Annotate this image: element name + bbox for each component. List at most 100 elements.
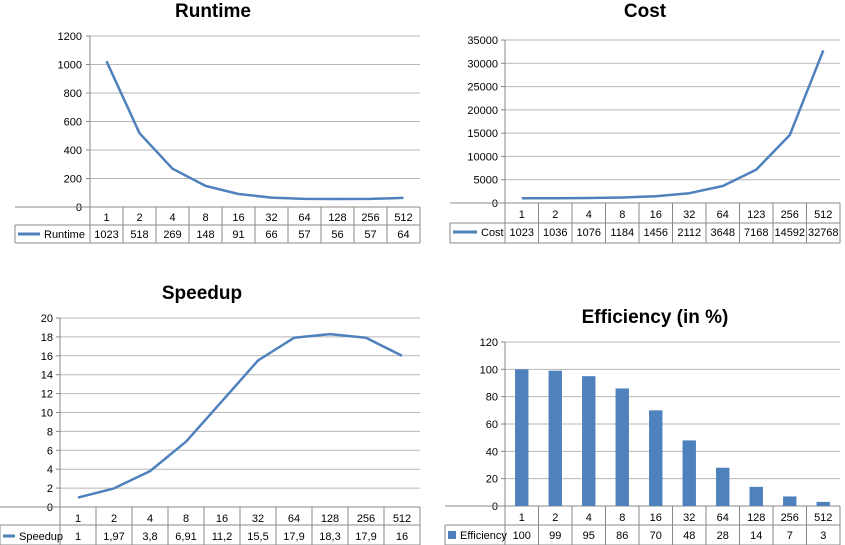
y-tick-label: 60: [486, 419, 498, 431]
data-table: 1 1 2 1,97 4 3,8 8 6,91 16 11,2 32 15,5 64 17,9 128 18,…: [0, 506, 421, 545]
x-tick-label: 512: [814, 512, 832, 524]
y-tick-label: 2: [47, 483, 53, 495]
data-label: 1456: [644, 227, 668, 239]
data-label: 100: [513, 530, 531, 542]
data-label: 28: [717, 530, 729, 542]
x-tick-label: 8: [183, 513, 189, 525]
data-label: 48: [683, 530, 695, 542]
data-label: 518: [130, 229, 148, 241]
bar: [582, 376, 596, 506]
x-tick-label: 128: [321, 513, 339, 525]
y-tick-label: 35000: [467, 35, 498, 47]
x-tick-label: 32: [265, 212, 277, 224]
y-tick-label: 0: [492, 501, 498, 513]
data-label: 3: [820, 530, 826, 542]
data-table: 1 1023 2 518 4 269 8 148 16 91 32 66 64 57 128 56 256 57 5…: [14, 206, 421, 244]
x-tick-label: 256: [781, 209, 799, 221]
x-tick-label: 1: [519, 512, 525, 524]
data-label: 99: [549, 530, 561, 542]
y-tick-label: 20: [41, 313, 53, 325]
data-label: 1076: [577, 227, 601, 239]
chart-title: Speedup: [162, 283, 242, 304]
data-table: 1 100 2 99 4 95 8 86 16 70 32 48 64 28 128 14 256 7 512 3 Ef…: [444, 505, 841, 545]
x-tick-label: 512: [394, 212, 412, 224]
data-label: 1,97: [103, 531, 124, 543]
x-tick-label: 512: [814, 209, 832, 221]
x-tick-label: 64: [288, 513, 300, 525]
x-tick-label: 32: [683, 512, 695, 524]
y-tick-label: 0: [47, 502, 53, 514]
x-tick-label: 2: [136, 212, 142, 224]
legend-label: Speedup: [19, 531, 63, 543]
x-tick-label: 16: [232, 212, 244, 224]
data-label: 57: [364, 229, 376, 241]
series-line: [105, 60, 404, 201]
y-tick-label: 30000: [467, 58, 498, 70]
x-tick-label: 8: [619, 512, 625, 524]
y-tick-label: 14: [41, 370, 53, 382]
x-tick-label: 256: [781, 512, 799, 524]
x-tick-label: 64: [717, 209, 729, 221]
x-tick-label: 256: [361, 212, 379, 224]
data-label: 3,8: [142, 531, 157, 543]
y-tick-label: 6: [47, 445, 53, 457]
x-tick-label: 4: [586, 209, 592, 221]
bar: [682, 440, 696, 506]
x-tick-label: 8: [619, 209, 625, 221]
y-tick-label: 200: [64, 174, 82, 186]
data-label: 91: [232, 229, 244, 241]
data-label: 1023: [510, 227, 534, 239]
x-tick-label: 32: [683, 209, 695, 221]
x-tick-label: 2: [552, 209, 558, 221]
data-label: 7168: [744, 227, 768, 239]
legend-key: [448, 531, 456, 539]
y-tick-label: 100: [480, 364, 498, 376]
data-label: 17,9: [355, 531, 376, 543]
x-tick-label: 512: [393, 513, 411, 525]
data-label: 11,2: [212, 531, 233, 543]
x-tick-label: 2: [552, 512, 558, 524]
series-line: [521, 49, 825, 200]
chart-panel-3: Speedup024681012141618201121,9743,886,91…: [0, 283, 421, 545]
bar: [548, 370, 562, 506]
x-tick-label: 128: [747, 512, 765, 524]
x-tick-label: 1: [75, 513, 81, 525]
x-tick-label: 128: [328, 212, 346, 224]
data-label: 148: [196, 229, 214, 241]
bar: [649, 410, 663, 506]
data-label: 269: [163, 229, 181, 241]
x-tick-label: 4: [147, 513, 153, 525]
y-tick-label: 25000: [467, 82, 498, 94]
x-tick-label: 1: [103, 212, 109, 224]
legend-label: Runtime: [44, 229, 85, 241]
data-label: 64: [397, 229, 409, 241]
bar: [716, 467, 730, 506]
y-tick-label: 10000: [467, 151, 498, 163]
y-tick-label: 40: [486, 446, 498, 458]
y-tick-label: 15000: [467, 128, 498, 140]
y-tick-label: 120: [480, 337, 498, 349]
y-tick-label: 800: [64, 88, 82, 100]
data-label: 95: [583, 530, 595, 542]
x-tick-label: 32: [252, 513, 264, 525]
data-label: 32768: [808, 227, 839, 239]
y-tick-label: 600: [64, 117, 82, 129]
chart-panel-4: Efficiency (in %) 0 20 40 60 80 100 120 1 100 2 99 4…: [444, 307, 841, 545]
data-label: 1184: [610, 227, 634, 239]
x-tick-label: 16: [650, 512, 662, 524]
y-tick-label: 18: [41, 332, 53, 344]
series-line: [77, 332, 403, 499]
data-label: 17,9: [283, 531, 304, 543]
data-label: 1036: [543, 227, 567, 239]
bar: [615, 388, 629, 506]
legend-label: Cost: [481, 227, 504, 239]
y-tick-label: 20: [486, 474, 498, 486]
data-label: 57: [298, 229, 310, 241]
y-tick-label: 16: [41, 351, 53, 363]
data-label: 70: [650, 530, 662, 542]
data-label: 1023: [94, 229, 118, 241]
data-label: 14: [750, 530, 762, 542]
data-label: 3648: [711, 227, 735, 239]
x-tick-label: 4: [169, 212, 175, 224]
